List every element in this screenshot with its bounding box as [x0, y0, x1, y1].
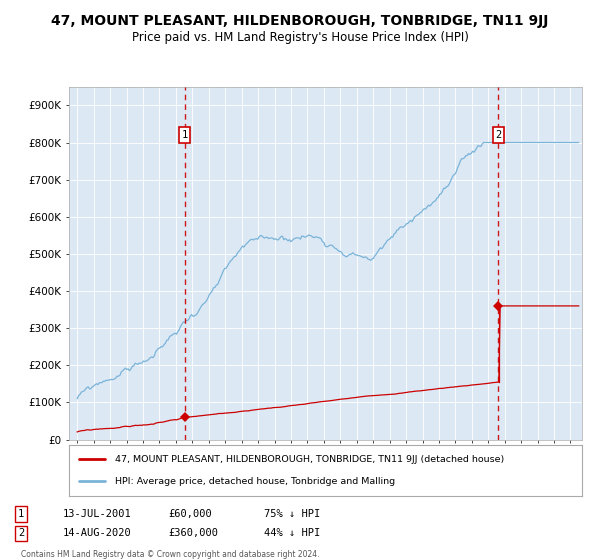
Text: HPI: Average price, detached house, Tonbridge and Malling: HPI: Average price, detached house, Tonb… [115, 477, 395, 486]
Text: £60,000: £60,000 [168, 509, 212, 519]
Text: 75% ↓ HPI: 75% ↓ HPI [264, 509, 320, 519]
Text: Price paid vs. HM Land Registry's House Price Index (HPI): Price paid vs. HM Land Registry's House … [131, 31, 469, 44]
Text: 14-AUG-2020: 14-AUG-2020 [63, 528, 132, 538]
Text: 47, MOUNT PLEASANT, HILDENBOROUGH, TONBRIDGE, TN11 9JJ (detached house): 47, MOUNT PLEASANT, HILDENBOROUGH, TONBR… [115, 455, 505, 464]
Text: 1: 1 [18, 509, 24, 519]
Text: 44% ↓ HPI: 44% ↓ HPI [264, 528, 320, 538]
Text: 2: 2 [496, 130, 502, 140]
Text: 1: 1 [182, 130, 188, 140]
Text: 2: 2 [18, 528, 24, 538]
Text: Contains HM Land Registry data © Crown copyright and database right 2024.
This d: Contains HM Land Registry data © Crown c… [21, 550, 320, 560]
Text: 47, MOUNT PLEASANT, HILDENBOROUGH, TONBRIDGE, TN11 9JJ: 47, MOUNT PLEASANT, HILDENBOROUGH, TONBR… [52, 14, 548, 28]
Text: £360,000: £360,000 [168, 528, 218, 538]
Text: 13-JUL-2001: 13-JUL-2001 [63, 509, 132, 519]
